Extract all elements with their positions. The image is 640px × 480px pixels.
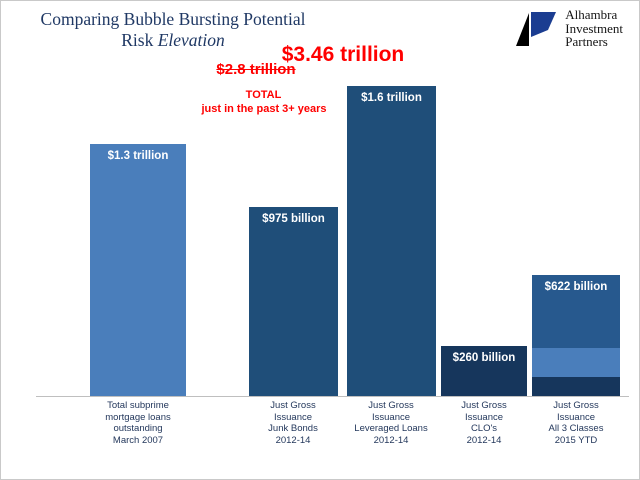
bar-segment — [532, 348, 620, 377]
title-line-1: Comparing Bubble Bursting Potential — [40, 9, 306, 29]
alhambra-logo-icon — [516, 12, 557, 46]
category-label: Total subprime mortgage loans outstandin… — [105, 400, 171, 446]
bar-segment — [532, 276, 620, 348]
logo-line-1: Alhambra — [565, 7, 618, 22]
category-label: Just Gross Issuance CLO's 2012-14 — [461, 400, 507, 446]
bar-value-label: $622 billion — [544, 281, 608, 293]
annotation-caption-line-2: just in the past 3+ years — [201, 103, 327, 115]
logo-text: Alhambra Investment Partners — [565, 7, 623, 49]
bar: $975 billion — [249, 207, 338, 396]
bar: $260 billion — [441, 346, 527, 396]
bar-segment — [532, 377, 620, 396]
bar-value-label: $975 billion — [262, 213, 325, 225]
bar: $622 billion — [532, 275, 620, 396]
annotation-caption-line-1: TOTAL — [245, 89, 282, 101]
category-label: Just Gross Issuance Junk Bonds 2012-14 — [268, 400, 318, 446]
category-label: Just Gross Issuance All 3 Classes 2015 Y… — [548, 400, 604, 446]
category-label: Just Gross Issuance Leveraged Loans 2012… — [354, 400, 428, 446]
page-title: Comparing Bubble Bursting Potential Risk… — [7, 9, 339, 51]
title-line-2-prefix: Risk — [121, 30, 158, 50]
logo-line-2: Investment — [565, 20, 623, 36]
bar: $1.3 trillion — [90, 144, 186, 396]
logo: Alhambra Investment Partners — [514, 7, 623, 49]
old-total-annotation: $2.8 trillion — [216, 61, 296, 78]
bar: $1.6 trillion — [347, 86, 436, 396]
title-line-2-italic: Elevation — [157, 30, 225, 50]
bar-value-label: $1.3 trillion — [107, 150, 169, 162]
title-line-2: Risk Elevation — [7, 30, 339, 51]
bar-value-label: $1.6 trillion — [361, 92, 422, 104]
x-axis-line — [36, 396, 629, 397]
bar-value-label: $260 billion — [452, 352, 516, 364]
logo-line-3: Partners — [565, 34, 608, 49]
new-total-annotation: $3.46 trillion — [281, 43, 405, 66]
